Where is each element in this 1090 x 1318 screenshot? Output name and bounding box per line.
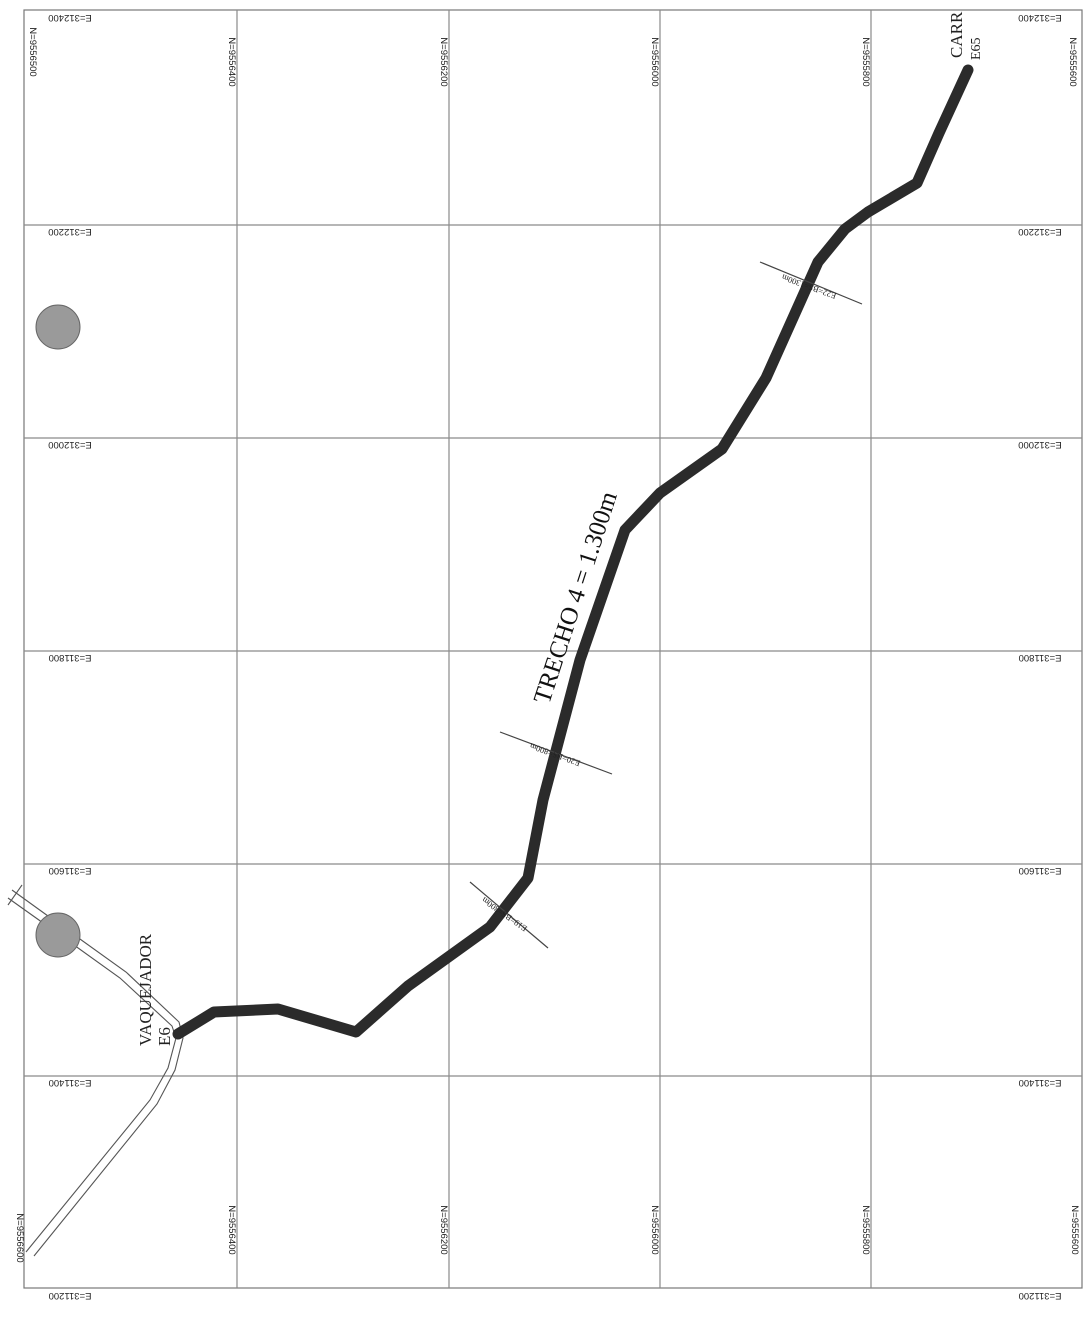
easting-label: E=312200 bbox=[48, 226, 92, 237]
easting-label: E=312000 bbox=[48, 439, 92, 450]
station-ticks bbox=[469, 261, 863, 949]
northing-label: N=9556200 bbox=[438, 1205, 449, 1254]
start-code: E6 bbox=[155, 1027, 174, 1046]
easting-label: E=311400 bbox=[1019, 1077, 1062, 1088]
northing-label: N=9556000 bbox=[649, 1205, 660, 1254]
easting-label: E=311600 bbox=[1019, 865, 1062, 876]
easting-labels-left: E=312400 E=312200 E=312000 E=311800 E=31… bbox=[48, 12, 92, 1301]
easting-labels-right: E=312400 E=312200 E=312000 E=311800 E=31… bbox=[1018, 12, 1062, 1301]
easting-label: E=311400 bbox=[49, 1077, 92, 1088]
circle-marker-icon bbox=[35, 912, 81, 958]
easting-label: E=312400 bbox=[1018, 12, 1062, 23]
northing-grid bbox=[236, 10, 872, 1288]
easting-label: E=311800 bbox=[49, 652, 92, 663]
northing-label: N=9556200 bbox=[438, 37, 449, 86]
northing-label: N=9555600 bbox=[1069, 1205, 1080, 1254]
easting-label: E=311600 bbox=[49, 865, 92, 876]
northing-labels-top: N=9556500 N=9556400 N=9556200 N=9556000 … bbox=[27, 27, 1078, 86]
easting-label: E=312400 bbox=[48, 12, 92, 23]
northing-label: N=9555800 bbox=[860, 1205, 871, 1254]
northing-label: N=9556400 bbox=[226, 1205, 237, 1254]
end-code: E65 bbox=[969, 37, 984, 60]
northing-label: N=9556600 bbox=[14, 1213, 25, 1262]
northing-label: N=9555600 bbox=[1067, 37, 1078, 86]
easting-label: E=311800 bbox=[1019, 652, 1062, 663]
easting-label: E=311200 bbox=[49, 1290, 92, 1301]
easting-label: E=312200 bbox=[1018, 226, 1062, 237]
existing-road bbox=[7, 884, 184, 1257]
northing-label: N=9556400 bbox=[226, 37, 237, 86]
end-label: CARR bbox=[947, 11, 966, 58]
easting-label: E=311200 bbox=[1019, 1290, 1062, 1301]
map-frame bbox=[23, 9, 1083, 1289]
northing-label: N=9555800 bbox=[860, 37, 871, 86]
circle-markers bbox=[35, 304, 81, 958]
northing-label: N=9556000 bbox=[649, 37, 660, 86]
route-line bbox=[172, 64, 974, 1040]
circle-marker-icon bbox=[35, 304, 81, 350]
easting-label: E=312000 bbox=[1018, 439, 1062, 450]
start-label: VAQUEJADOR bbox=[136, 933, 155, 1046]
northing-labels-bottom: N=9556600 N=9556400 N=9556200 N=9556000 … bbox=[14, 1205, 1080, 1262]
northing-label: N=9556500 bbox=[27, 27, 38, 76]
easting-grid bbox=[24, 224, 1082, 1077]
